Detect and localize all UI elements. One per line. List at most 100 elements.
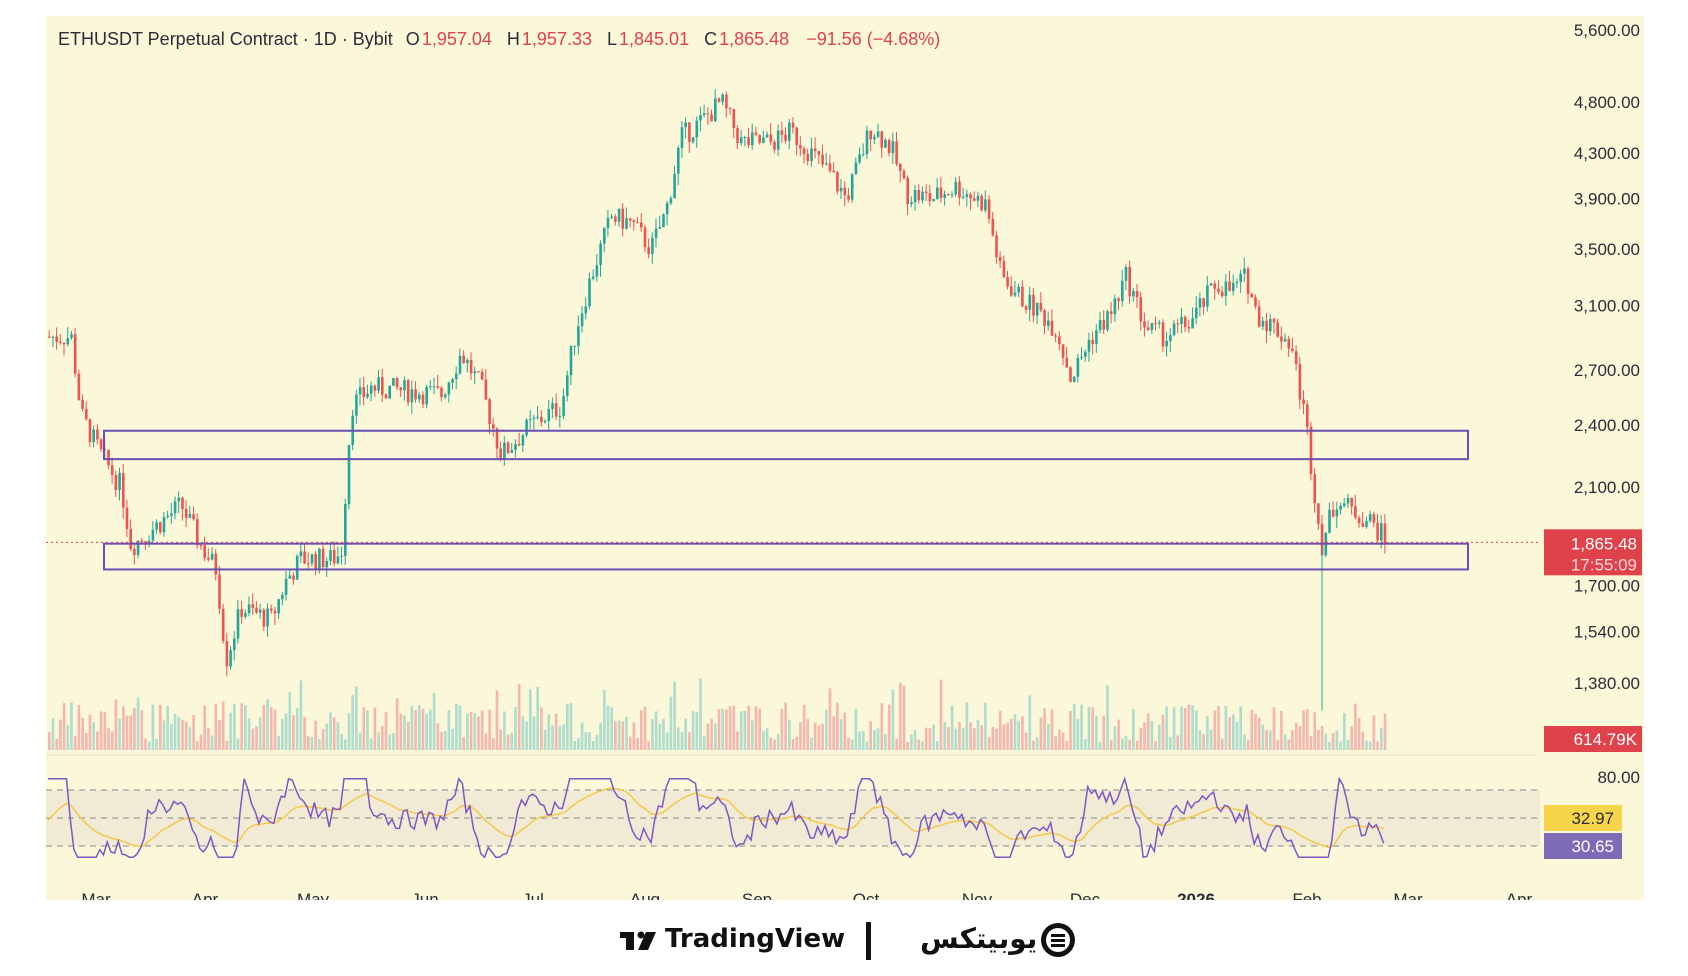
candle-body: [688, 122, 691, 142]
candle-body: [895, 141, 898, 165]
volume-bar: [1368, 741, 1372, 750]
volume-bar: [1365, 740, 1368, 750]
volume-bar: [1198, 730, 1202, 750]
volume-bar: [1032, 740, 1035, 750]
candle-body: [1154, 323, 1157, 325]
volume-bar: [580, 722, 584, 750]
volume-bar: [277, 735, 280, 750]
volume-bar: [288, 692, 292, 750]
volume-badge-text: 614.79K: [1574, 730, 1638, 749]
volume-bar: [66, 725, 70, 750]
candle-body: [536, 416, 539, 418]
volume-bar: [884, 733, 887, 750]
volume-bar: [695, 712, 699, 750]
candle-body: [1195, 307, 1198, 319]
candle-body: [133, 548, 136, 555]
volume-bar: [1294, 722, 1298, 750]
volume-bar: [1161, 714, 1165, 750]
candle-body: [270, 608, 273, 611]
volume-bar: [747, 705, 750, 750]
volume-bar: [976, 719, 980, 750]
volume-bar: [255, 726, 258, 750]
candle-body: [1187, 326, 1191, 329]
volume-bar: [177, 716, 181, 750]
candle-body: [584, 306, 588, 314]
volume-bar: [207, 728, 210, 750]
candle-body: [188, 514, 192, 518]
high-value: 1,957.33: [521, 29, 592, 49]
volume-bar: [928, 728, 932, 750]
candle-body: [88, 419, 92, 443]
volume-bar: [196, 741, 199, 750]
candle-body: [636, 222, 639, 224]
candle-body: [236, 609, 240, 639]
close-label: C: [704, 29, 718, 49]
candle-body: [910, 202, 913, 205]
volume-bar: [325, 723, 329, 750]
volume-bar: [122, 706, 125, 750]
candle-body: [107, 449, 110, 466]
candle-body: [643, 227, 647, 248]
volume-bar: [795, 736, 798, 750]
volume-bar: [1306, 709, 1309, 750]
volume-bar: [610, 707, 613, 750]
candle-body: [1283, 338, 1287, 342]
volume-bar: [332, 717, 336, 750]
price-tick-label: 4,300.00: [1574, 144, 1640, 163]
candle-body: [473, 371, 477, 374]
volume-bar: [188, 727, 192, 750]
volume-bar: [1102, 715, 1106, 750]
volume-bar: [199, 734, 203, 750]
candle-body: [233, 638, 236, 651]
symbol-label: ETHUSDT Perpetual Contract · 1D · Bybit: [58, 29, 393, 49]
volume-bar: [85, 733, 88, 750]
candle-body: [954, 181, 958, 195]
candle-body: [1035, 302, 1039, 316]
volume-bar: [773, 739, 776, 750]
candle-body: [902, 170, 906, 179]
volume-bar: [1072, 703, 1076, 750]
candle-body: [651, 237, 654, 255]
candle-body: [802, 148, 806, 155]
volume-bar: [1324, 733, 1328, 750]
candle-body: [347, 444, 351, 504]
candle-body: [1065, 357, 1069, 368]
price-tick-label: 3,100.00: [1574, 297, 1640, 316]
candle-body: [684, 122, 687, 128]
volume-bar: [1061, 732, 1065, 750]
candle-body: [1380, 523, 1383, 541]
volume-bar: [1113, 726, 1117, 750]
candle-body: [1135, 291, 1139, 298]
volume-bar: [88, 714, 92, 750]
volume-bar: [654, 711, 658, 750]
volume-bar: [140, 710, 144, 750]
volume-bar: [236, 738, 240, 750]
change-value: −91.56 (−4.68%): [806, 29, 941, 49]
candle-body: [307, 563, 310, 565]
volume-bar: [295, 708, 299, 750]
volume-bar: [258, 717, 262, 750]
volume-bar: [817, 725, 821, 750]
candle-body: [51, 336, 55, 338]
candle-body: [1102, 320, 1106, 330]
candle-body: [673, 173, 676, 199]
volume-bar: [873, 730, 876, 750]
volume-bar: [1313, 712, 1316, 750]
price-tick-label: 3,900.00: [1574, 190, 1640, 209]
price-tick-label: 1,700.00: [1574, 577, 1640, 596]
price-zone: [103, 429, 1469, 461]
rsi-badge: [1544, 833, 1622, 859]
volume-bar: [451, 728, 454, 750]
volume-bar: [229, 712, 232, 750]
candle-body: [958, 181, 961, 198]
volume-bar: [203, 705, 206, 750]
volume-bar: [1180, 706, 1183, 750]
volume-bar: [710, 718, 713, 750]
candle-body: [1357, 517, 1361, 524]
volume-bar: [377, 732, 380, 750]
volume-bar: [1283, 734, 1287, 750]
volume-bar: [1169, 737, 1172, 750]
candle-body: [1117, 298, 1120, 302]
candle-body: [251, 604, 255, 608]
